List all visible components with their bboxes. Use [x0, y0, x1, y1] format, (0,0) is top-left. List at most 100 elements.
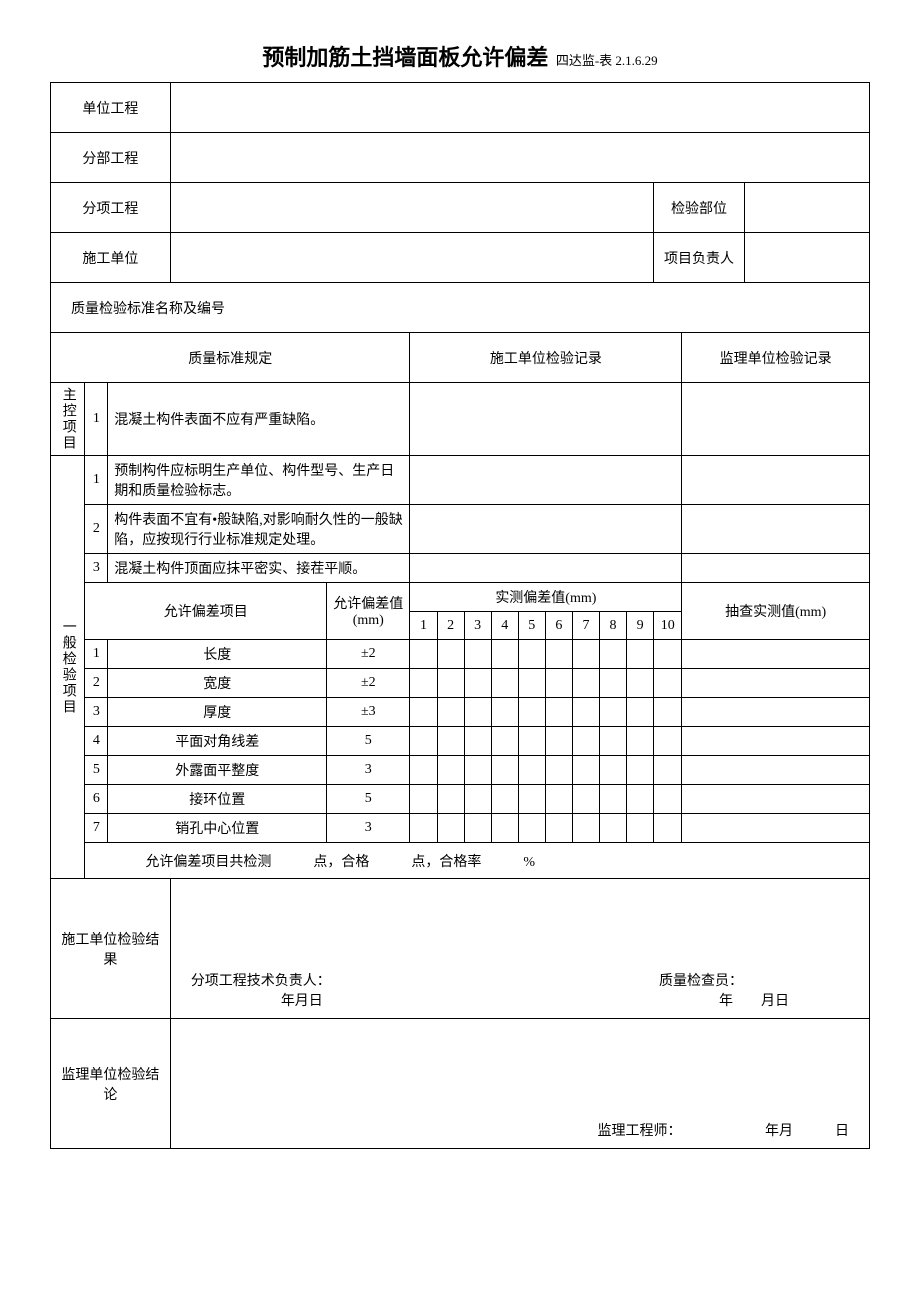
dev-sample[interactable] [682, 814, 870, 843]
dev-val: 5 [327, 785, 410, 814]
gen-row-supervise[interactable] [682, 554, 870, 583]
gen-row-supervise[interactable] [682, 456, 870, 505]
dev-cell[interactable] [654, 756, 682, 785]
dev-cell[interactable] [464, 756, 491, 785]
main-title: 预制加筋土挡墙面板允许偏差 [262, 45, 548, 70]
col-num: 9 [627, 612, 654, 640]
dev-cell[interactable] [464, 727, 491, 756]
dev-cell[interactable] [464, 698, 491, 727]
col-num: 3 [464, 612, 491, 640]
field-unit-project[interactable] [170, 83, 869, 133]
dev-cell[interactable] [518, 785, 545, 814]
dev-cell[interactable] [600, 814, 627, 843]
gen-row-construct[interactable] [410, 554, 682, 583]
dev-cell[interactable] [600, 698, 627, 727]
dev-sample[interactable] [682, 698, 870, 727]
dev-cell[interactable] [627, 756, 654, 785]
field-sub-project[interactable] [170, 133, 869, 183]
dev-cell[interactable] [627, 669, 654, 698]
dev-cell[interactable] [464, 814, 491, 843]
dev-cell[interactable] [437, 698, 464, 727]
dev-cell[interactable] [600, 669, 627, 698]
dev-cell[interactable] [491, 756, 518, 785]
dev-cell[interactable] [491, 814, 518, 843]
gen-row-construct[interactable] [410, 505, 682, 554]
dev-cell[interactable] [491, 698, 518, 727]
dev-cell[interactable] [627, 640, 654, 669]
dev-cell[interactable] [545, 669, 572, 698]
supervise-result-field[interactable]: 监理工程师： 年月 日 [170, 1019, 869, 1149]
dev-cell[interactable] [545, 785, 572, 814]
dev-cell[interactable] [491, 727, 518, 756]
dev-sample[interactable] [682, 756, 870, 785]
dev-cell[interactable] [654, 669, 682, 698]
dev-sample[interactable] [682, 640, 870, 669]
dev-cell[interactable] [518, 640, 545, 669]
dev-cell[interactable] [545, 698, 572, 727]
dev-cell[interactable] [410, 698, 437, 727]
dev-cell[interactable] [464, 669, 491, 698]
construct-result-field[interactable]: 分项工程技术负责人： 年月日 质量检查员： 年 月日 [170, 879, 869, 1019]
dev-cell[interactable] [410, 669, 437, 698]
dev-cell[interactable] [627, 698, 654, 727]
dev-cell[interactable] [545, 756, 572, 785]
dev-cell[interactable] [518, 669, 545, 698]
dev-cell[interactable] [545, 814, 572, 843]
dev-cell[interactable] [491, 785, 518, 814]
dev-cell[interactable] [600, 756, 627, 785]
dev-cell[interactable] [491, 640, 518, 669]
dev-cell[interactable] [464, 785, 491, 814]
field-project-leader[interactable] [744, 233, 869, 283]
dev-cell[interactable] [627, 727, 654, 756]
dev-sample[interactable] [682, 669, 870, 698]
dev-cell[interactable] [654, 814, 682, 843]
dev-cell[interactable] [572, 785, 599, 814]
col-num: 8 [600, 612, 627, 640]
dev-val: 3 [327, 814, 410, 843]
dev-cell[interactable] [627, 814, 654, 843]
dev-cell[interactable] [518, 814, 545, 843]
dev-cell[interactable] [410, 785, 437, 814]
main-item-construct-record[interactable] [410, 383, 682, 456]
dev-cell[interactable] [491, 669, 518, 698]
dev-cell[interactable] [572, 756, 599, 785]
field-construct-unit[interactable] [170, 233, 653, 283]
dev-cell[interactable] [600, 785, 627, 814]
dev-cell[interactable] [572, 727, 599, 756]
dev-cell[interactable] [545, 640, 572, 669]
dev-cell[interactable] [437, 640, 464, 669]
dev-cell[interactable] [572, 640, 599, 669]
dev-cell[interactable] [437, 727, 464, 756]
dev-cell[interactable] [437, 814, 464, 843]
field-item-project[interactable] [170, 183, 653, 233]
dev-num: 1 [85, 640, 108, 669]
dev-cell[interactable] [464, 640, 491, 669]
dev-cell[interactable] [600, 727, 627, 756]
dev-cell[interactable] [437, 756, 464, 785]
dev-cell[interactable] [572, 814, 599, 843]
dev-cell[interactable] [654, 640, 682, 669]
dev-sample[interactable] [682, 727, 870, 756]
gen-row-supervise[interactable] [682, 505, 870, 554]
main-item-supervise-record[interactable] [682, 383, 870, 456]
dev-cell[interactable] [518, 727, 545, 756]
dev-cell[interactable] [654, 698, 682, 727]
dev-cell[interactable] [410, 814, 437, 843]
dev-cell[interactable] [518, 756, 545, 785]
dev-cell[interactable] [437, 669, 464, 698]
dev-cell[interactable] [518, 698, 545, 727]
dev-cell[interactable] [545, 727, 572, 756]
dev-cell[interactable] [410, 727, 437, 756]
dev-cell[interactable] [627, 785, 654, 814]
dev-sample[interactable] [682, 785, 870, 814]
dev-cell[interactable] [572, 669, 599, 698]
dev-cell[interactable] [572, 698, 599, 727]
dev-cell[interactable] [410, 756, 437, 785]
dev-cell[interactable] [654, 785, 682, 814]
dev-cell[interactable] [437, 785, 464, 814]
dev-cell[interactable] [410, 640, 437, 669]
dev-cell[interactable] [600, 640, 627, 669]
gen-row-construct[interactable] [410, 456, 682, 505]
field-inspect-part[interactable] [744, 183, 869, 233]
dev-cell[interactable] [654, 727, 682, 756]
